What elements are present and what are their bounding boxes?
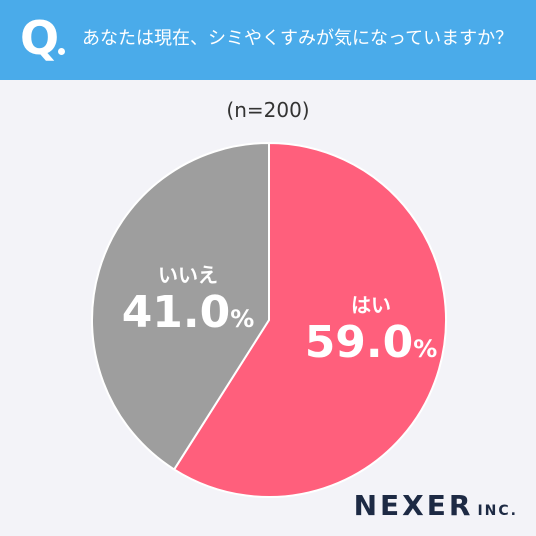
slice-value-yes: 59.0%	[304, 317, 438, 368]
logo-suffix: INC.	[477, 503, 518, 519]
q-dot-icon	[58, 48, 65, 55]
question-header: Q あなたは現在、シミやくすみが気になっていますか？	[0, 0, 536, 80]
slice-label-no: いいえ 41.0%	[118, 262, 258, 344]
q-mark: Q	[20, 11, 60, 65]
slice-name-no: いいえ	[158, 263, 218, 287]
logo-name: NEXER	[353, 489, 474, 522]
slice-name-yes: はい	[351, 293, 391, 317]
nexer-logo: NEXER INC.	[354, 489, 518, 522]
slice-label-yes: はい 59.0%	[296, 292, 446, 374]
sample-size: (n=200)	[226, 98, 310, 122]
pie-slice-0	[172, 141, 447, 498]
slice-value-no: 41.0%	[121, 287, 255, 338]
question-text: あなたは現在、シミやくすみが気になっていますか？	[82, 28, 514, 49]
pie-slice-1	[91, 141, 270, 471]
